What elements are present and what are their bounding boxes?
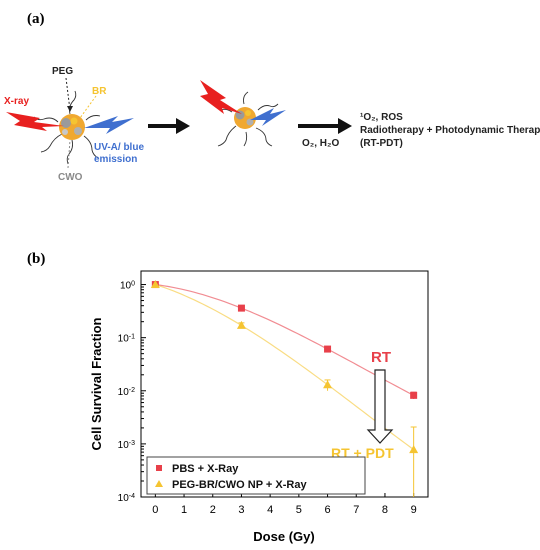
panel-a-label: (a): [27, 11, 45, 27]
x-tick-label: 9: [411, 504, 417, 516]
y-tick-label: 100: [120, 280, 135, 292]
fit-curve-0: [155, 284, 414, 396]
x-tick-label: 5: [296, 504, 302, 516]
product-line2: Radiotherapy + Photodynamic Therapy: [360, 125, 540, 136]
plot-frame: [140, 270, 429, 498]
uv-bolt-1: [84, 116, 134, 134]
product-line1: ¹O₂, ROS: [360, 112, 403, 123]
data-point-np: [150, 280, 160, 289]
conditions-label: O₂, H₂O: [302, 138, 339, 149]
x-tick-label: 4: [267, 504, 273, 516]
legend-marker-pbs: [156, 465, 162, 471]
y-tick-label: 10-4: [118, 493, 135, 505]
rt-annotation: RT: [371, 349, 391, 366]
cwo-label: CWO: [58, 172, 83, 183]
x-tick-label: 1: [181, 504, 187, 516]
legend-label-pbs: PBS + X-Ray: [172, 463, 239, 475]
y-tick-label: 10-3: [118, 439, 135, 451]
peg-pointer: [65, 77, 71, 111]
reduction-arrow: [366, 369, 394, 444]
y-tick-label: 10-2: [118, 386, 135, 398]
br-label: BR: [92, 86, 107, 97]
arrow-2: [298, 118, 352, 134]
uv-label-line2: emission: [94, 154, 137, 165]
arrow-1: [148, 118, 190, 134]
data-point-np: [323, 380, 333, 389]
x-tick-label: 8: [382, 504, 388, 516]
legend-label-np: PEG-BR/CWO NP + X-Ray: [172, 479, 307, 491]
x-tick-label: 6: [324, 504, 330, 516]
y-axis-label: Cell Survival Fraction: [89, 317, 104, 450]
x-tick-label: 3: [238, 504, 244, 516]
data-point-pbs: [324, 345, 332, 353]
legend-marker-np: [155, 480, 163, 487]
br-pointer: [79, 95, 97, 119]
cwo-pointer: [67, 139, 71, 169]
nanoparticle-1: [33, 90, 101, 165]
uv-label-line1: UV-A/ blue: [94, 142, 144, 153]
x-tick-label: 0: [152, 504, 158, 516]
x-axis-label: Dose (Gy): [253, 529, 314, 544]
panel-b-label: (b): [27, 251, 46, 267]
product-line3: (RT-PDT): [360, 138, 403, 149]
uv-bolt-2: [250, 108, 286, 126]
data-point-np: [236, 320, 246, 329]
data-point-pbs: [237, 304, 245, 312]
panel-a-schematic: PEG BR X-ray UV-A/ blue emission CWO O₂,…: [4, 66, 540, 183]
fit-curve-1: [155, 284, 414, 451]
xray-bolt-1: [6, 112, 64, 131]
x-tick-label: 2: [210, 504, 216, 516]
xray-bolt-2: [200, 80, 242, 114]
x-tick-label: 7: [353, 504, 359, 516]
legend: PBS + X-Ray PEG-BR/CWO NP + X-Ray: [146, 456, 366, 495]
xray-label: X-ray: [4, 96, 29, 107]
data-point-pbs: [410, 391, 418, 399]
peg-label: PEG: [52, 66, 73, 77]
y-tick-label: 10-1: [118, 333, 135, 345]
data-point-np: [409, 445, 419, 454]
